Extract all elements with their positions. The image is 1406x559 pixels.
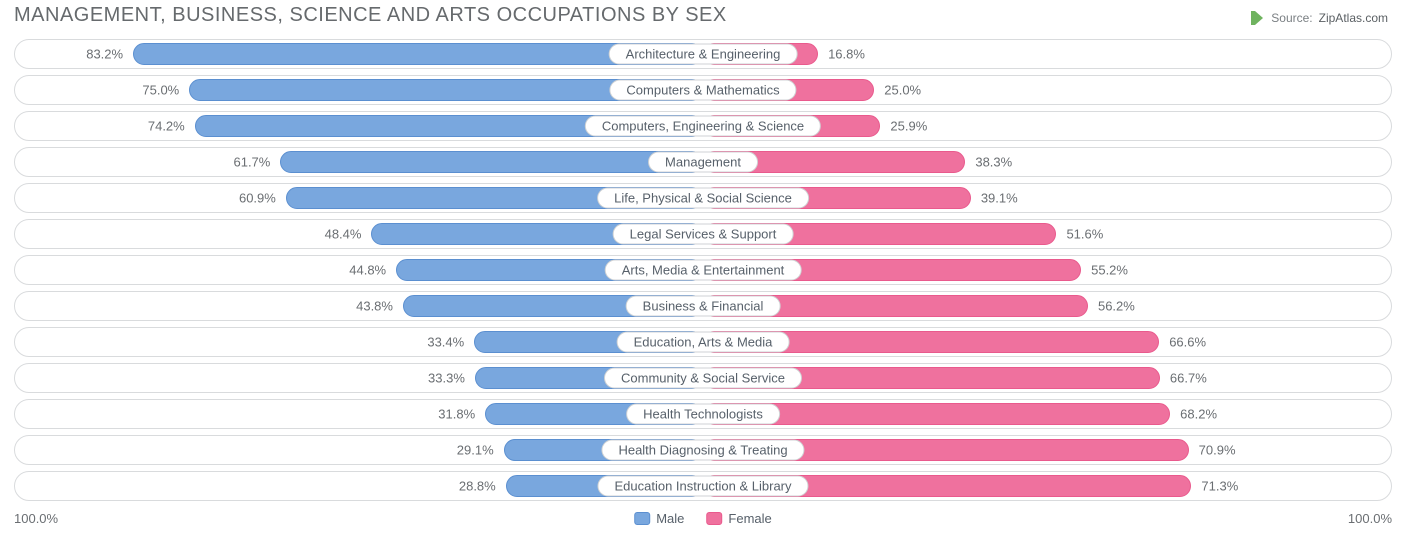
source-icon bbox=[1249, 10, 1265, 26]
legend-swatch-male bbox=[634, 512, 650, 525]
legend-label-female: Female bbox=[728, 511, 771, 526]
female-pct-label: 66.6% bbox=[1169, 335, 1206, 350]
table-row: 29.1% 70.9% Health Diagnosing & Treating bbox=[14, 435, 1392, 465]
category-label: Computers, Engineering & Science bbox=[585, 116, 821, 137]
category-label: Business & Financial bbox=[626, 296, 781, 317]
source-label: Source: bbox=[1271, 11, 1312, 25]
male-pct-label: 44.8% bbox=[349, 263, 386, 278]
table-row: 31.8% 68.2% Health Technologists bbox=[14, 399, 1392, 429]
female-pct-label: 51.6% bbox=[1066, 227, 1103, 242]
male-pct-label: 33.4% bbox=[427, 335, 464, 350]
chart-footer: 100.0% 100.0% Male Female bbox=[14, 511, 1392, 533]
category-label: Management bbox=[648, 152, 758, 173]
category-label: Health Technologists bbox=[626, 404, 780, 425]
category-label: Education Instruction & Library bbox=[597, 476, 808, 497]
category-label: Legal Services & Support bbox=[613, 224, 794, 245]
chart-rows: 83.2% 16.8% Architecture & Engineering 75.0… bbox=[14, 39, 1392, 501]
source-name: ZipAtlas.com bbox=[1319, 11, 1388, 25]
source-attribution: Source: ZipAtlas.com bbox=[1249, 10, 1388, 26]
female-pct-label: 56.2% bbox=[1098, 299, 1135, 314]
male-pct-label: 74.2% bbox=[148, 119, 185, 134]
chart-container: MANAGEMENT, BUSINESS, SCIENCE AND ARTS O… bbox=[14, 4, 1392, 555]
female-pct-label: 70.9% bbox=[1199, 443, 1236, 458]
male-bar bbox=[280, 151, 703, 173]
table-row: 33.4% 66.6% Education, Arts & Media bbox=[14, 327, 1392, 357]
male-pct-label: 83.2% bbox=[86, 47, 123, 62]
table-row: 60.9% 39.1% Life, Physical & Social Scienc… bbox=[14, 183, 1392, 213]
female-pct-label: 25.0% bbox=[884, 83, 921, 98]
table-row: 28.8% 71.3% Education Instruction & Librar… bbox=[14, 471, 1392, 501]
female-pct-label: 25.9% bbox=[890, 119, 927, 134]
axis-right-label: 100.0% bbox=[1348, 511, 1392, 526]
female-pct-label: 38.3% bbox=[975, 155, 1012, 170]
category-label: Health Diagnosing & Treating bbox=[601, 440, 804, 461]
legend-swatch-female bbox=[706, 512, 722, 525]
female-pct-label: 16.8% bbox=[828, 47, 865, 62]
legend-item-female: Female bbox=[706, 511, 771, 526]
table-row: 43.8% 56.2% Business & Financial bbox=[14, 291, 1392, 321]
male-pct-label: 29.1% bbox=[457, 443, 494, 458]
female-pct-label: 68.2% bbox=[1180, 407, 1217, 422]
category-label: Arts, Media & Entertainment bbox=[605, 260, 802, 281]
male-pct-label: 28.8% bbox=[459, 479, 496, 494]
male-pct-label: 48.4% bbox=[325, 227, 362, 242]
category-label: Education, Arts & Media bbox=[617, 332, 790, 353]
male-pct-label: 61.7% bbox=[233, 155, 270, 170]
table-row: 44.8% 55.2% Arts, Media & Entertainment bbox=[14, 255, 1392, 285]
female-pct-label: 39.1% bbox=[981, 191, 1018, 206]
table-row: 48.4% 51.6% Legal Services & Support bbox=[14, 219, 1392, 249]
male-pct-label: 43.8% bbox=[356, 299, 393, 314]
table-row: 75.0% 25.0% Computers & Mathematics bbox=[14, 75, 1392, 105]
category-label: Computers & Mathematics bbox=[609, 80, 796, 101]
axis-left-label: 100.0% bbox=[14, 511, 58, 526]
legend-item-male: Male bbox=[634, 511, 684, 526]
male-pct-label: 33.3% bbox=[428, 371, 465, 386]
table-row: 83.2% 16.8% Architecture & Engineering bbox=[14, 39, 1392, 69]
category-label: Architecture & Engineering bbox=[609, 44, 798, 65]
legend: Male Female bbox=[634, 511, 772, 526]
table-row: 33.3% 66.7% Community & Social Service bbox=[14, 363, 1392, 393]
female-pct-label: 55.2% bbox=[1091, 263, 1128, 278]
legend-label-male: Male bbox=[656, 511, 684, 526]
male-pct-label: 60.9% bbox=[239, 191, 276, 206]
chart-title: MANAGEMENT, BUSINESS, SCIENCE AND ARTS O… bbox=[14, 4, 1392, 27]
female-pct-label: 71.3% bbox=[1201, 479, 1238, 494]
category-label: Life, Physical & Social Science bbox=[597, 188, 809, 209]
male-pct-label: 75.0% bbox=[142, 83, 179, 98]
table-row: 61.7% 38.3% Management bbox=[14, 147, 1392, 177]
table-row: 74.2% 25.9% Computers, Engineering & Scien… bbox=[14, 111, 1392, 141]
category-label: Community & Social Service bbox=[604, 368, 802, 389]
female-pct-label: 66.7% bbox=[1170, 371, 1207, 386]
male-pct-label: 31.8% bbox=[438, 407, 475, 422]
